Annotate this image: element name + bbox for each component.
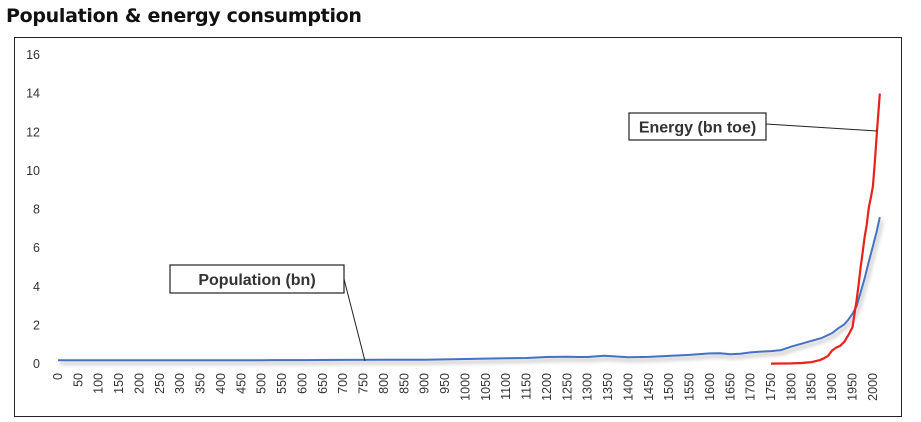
series-layer <box>57 93 881 365</box>
x-tick-label: 1750 <box>764 373 778 401</box>
x-tick-label: 800 <box>377 373 391 394</box>
population-series-line <box>57 216 881 362</box>
x-tick-label: 700 <box>336 373 350 394</box>
chart-frame <box>14 37 902 417</box>
population-callout-label: Population (bn) <box>198 272 315 289</box>
y-tick-label: 16 <box>26 48 40 62</box>
x-tick-label: 1150 <box>520 373 534 400</box>
y-tick-label: 2 <box>33 318 40 332</box>
x-tick-label: 1250 <box>560 373 574 401</box>
x-tick-label: 850 <box>397 373 411 394</box>
x-tick-label: 1850 <box>805 373 819 401</box>
callout-layer: Population (bn) Energy (bn toe) <box>169 112 878 362</box>
x-tick-label: 550 <box>275 373 289 394</box>
x-tick-label: 1700 <box>744 373 758 401</box>
energy-callout-label: Energy (bn toe) <box>639 120 756 137</box>
x-tick-label: 150 <box>112 373 126 394</box>
x-tick-label: 600 <box>295 373 309 394</box>
x-tick-label: 750 <box>357 373 371 394</box>
x-tick-label: 200 <box>132 373 146 394</box>
population-callout-box <box>169 264 345 294</box>
y-tick-label: 4 <box>33 280 40 294</box>
x-tick-label: 1100 <box>499 373 513 400</box>
x-tick-label: 1300 <box>581 373 595 401</box>
x-tick-label: 1050 <box>479 373 493 401</box>
y-tick-label: 10 <box>26 164 40 178</box>
x-tick-label: 1350 <box>601 373 615 401</box>
x-tick-label: 250 <box>153 373 167 394</box>
y-tick-label: 0 <box>33 357 40 371</box>
y-axis: 0 2 4 6 8 10 12 14 16 <box>26 48 40 371</box>
x-tick-label: 100 <box>92 373 106 394</box>
x-tick-label: 1650 <box>723 373 737 401</box>
x-tick-label: 1900 <box>825 373 839 401</box>
y-tick-label: 8 <box>33 203 40 217</box>
chart-title: Population & energy consumption <box>6 5 362 27</box>
x-tick-label: 1450 <box>642 373 656 401</box>
x-tick-label: 900 <box>418 373 432 394</box>
energy-callout-leader <box>765 123 878 132</box>
x-tick-label: 300 <box>173 373 187 394</box>
x-tick-label: 1950 <box>845 373 859 401</box>
x-tick-label: 950 <box>438 373 452 394</box>
x-tick-label: 1500 <box>662 373 676 401</box>
y-tick-label: 6 <box>33 241 40 255</box>
x-tick-label: 1200 <box>540 373 554 401</box>
x-tick-label: 1600 <box>703 373 717 401</box>
x-tick-label: 650 <box>316 373 330 394</box>
x-tick-label: 1800 <box>784 373 798 401</box>
x-tick-label: 450 <box>234 373 248 394</box>
energy-series-line <box>770 93 881 365</box>
x-tick-label: 350 <box>194 373 208 394</box>
y-tick-label: 12 <box>26 125 40 139</box>
x-tick-label: 50 <box>71 373 85 387</box>
x-tick-label: 2000 <box>866 373 880 401</box>
x-tick-label: 500 <box>255 373 269 394</box>
x-tick-label: 1550 <box>683 373 697 401</box>
energy-callout: Energy (bn toe) <box>628 112 767 141</box>
population-callout-leader <box>343 278 366 362</box>
x-tick-label: 1000 <box>458 373 472 401</box>
x-tick-label: 1400 <box>621 373 635 401</box>
population-callout: Population (bn) <box>169 264 345 294</box>
y-tick-label: 14 <box>26 87 40 101</box>
energy-callout-box <box>628 112 767 141</box>
x-tick-label: 400 <box>214 373 228 394</box>
x-tick-label: 0 <box>51 373 65 380</box>
x-axis: 0 50 100 150 200 250 300 350 400 450 500 550 600 650 7… <box>51 373 880 401</box>
